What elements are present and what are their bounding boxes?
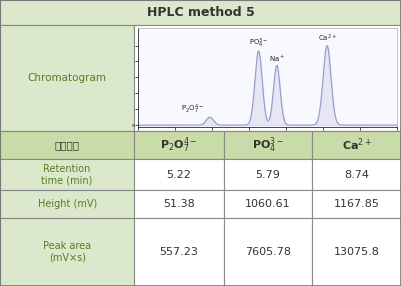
Text: 1167.85: 1167.85 xyxy=(334,199,380,209)
Bar xyxy=(0,0,401,25)
Text: 5.22: 5.22 xyxy=(166,170,192,180)
Text: Na$^+$: Na$^+$ xyxy=(269,53,285,64)
Text: PO$_4^{3-}$: PO$_4^{3-}$ xyxy=(252,135,284,155)
Bar xyxy=(224,218,312,286)
Bar xyxy=(0,131,134,159)
Bar xyxy=(312,218,401,286)
Text: Peak area
(mV×s): Peak area (mV×s) xyxy=(43,241,91,263)
Text: 7605.78: 7605.78 xyxy=(245,247,291,257)
Bar xyxy=(224,159,312,190)
Text: 8.74: 8.74 xyxy=(344,170,369,180)
Bar xyxy=(134,131,224,159)
Text: 51.38: 51.38 xyxy=(163,199,195,209)
Bar xyxy=(134,159,224,190)
Bar xyxy=(312,190,401,218)
Bar xyxy=(134,190,224,218)
Bar xyxy=(224,190,312,218)
Bar xyxy=(0,218,134,286)
Text: Chromatogram: Chromatogram xyxy=(28,73,107,83)
Text: P$_2$O$_7^{4-}$: P$_2$O$_7^{4-}$ xyxy=(181,102,204,116)
Text: 대상물질: 대상물질 xyxy=(55,140,80,150)
Text: Height (mV): Height (mV) xyxy=(38,199,97,209)
Text: PO$_4^{3-}$: PO$_4^{3-}$ xyxy=(249,36,268,49)
Bar xyxy=(312,131,401,159)
Bar xyxy=(134,25,401,131)
Bar xyxy=(0,25,134,131)
Text: 557.23: 557.23 xyxy=(160,247,198,257)
Text: 1060.61: 1060.61 xyxy=(245,199,291,209)
Text: Retention
time (min): Retention time (min) xyxy=(41,164,93,185)
Text: 13075.8: 13075.8 xyxy=(334,247,380,257)
Bar xyxy=(0,190,134,218)
Text: 5.79: 5.79 xyxy=(255,170,281,180)
Bar xyxy=(224,131,312,159)
Text: Ca$^{2+}$: Ca$^{2+}$ xyxy=(318,33,336,44)
Text: P$_2$O$_7^{4-}$: P$_2$O$_7^{4-}$ xyxy=(160,135,198,155)
Text: Ca$^{2+}$: Ca$^{2+}$ xyxy=(342,137,372,153)
Bar xyxy=(134,218,224,286)
Bar xyxy=(312,159,401,190)
Bar xyxy=(0,159,134,190)
Text: HPLC method 5: HPLC method 5 xyxy=(147,6,254,19)
